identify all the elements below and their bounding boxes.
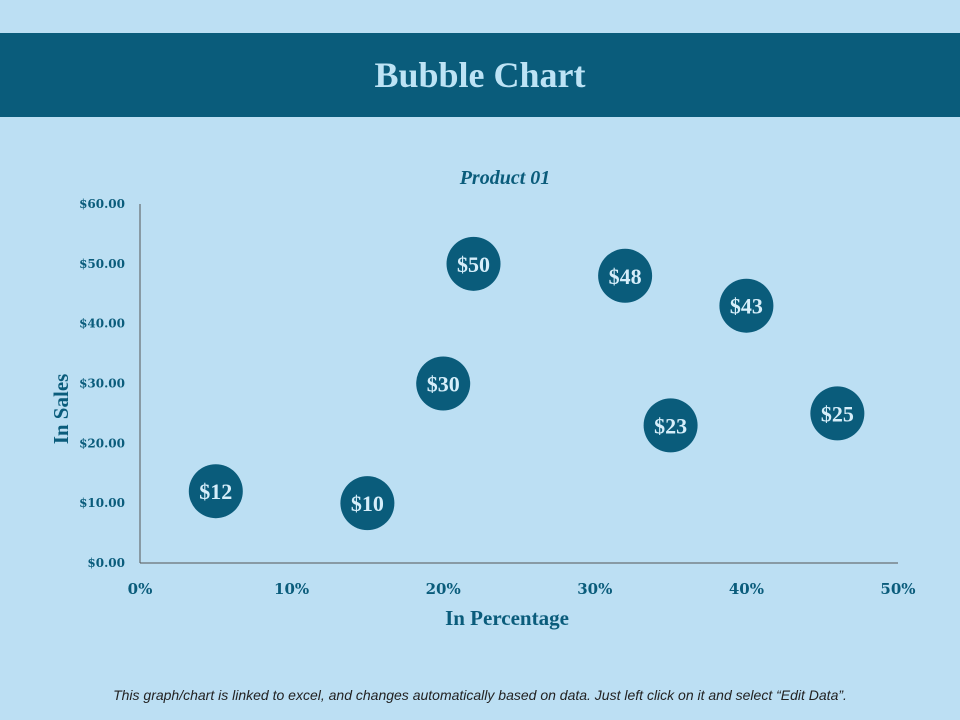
y-tick-label: $20.00 [79, 436, 125, 450]
y-tick-label: $30.00 [79, 377, 125, 391]
bubble-label: $43 [730, 294, 763, 319]
y-axis-title: In Sales [49, 374, 73, 445]
y-tick-label: $40.00 [79, 317, 125, 331]
footer-note: This graph/chart is linked to excel, and… [113, 687, 847, 703]
title-banner: Bubble Chart [0, 33, 960, 117]
x-tick-label: 40% [729, 580, 764, 598]
x-tick-label: 20% [426, 580, 461, 598]
y-tick-label: $50.00 [79, 257, 125, 271]
bubble[interactable] [719, 278, 774, 333]
y-tick-label: $10.00 [79, 496, 125, 510]
x-tick-label: 10% [274, 580, 309, 598]
x-axis-title: In Percentage [445, 606, 569, 630]
x-tick-label: 30% [577, 580, 612, 598]
y-tick-label: $0.00 [87, 556, 125, 570]
bubble-label: $25 [821, 401, 854, 426]
bubble-label: $23 [654, 413, 687, 438]
bubble[interactable] [446, 236, 501, 291]
y-tick-label: $60.00 [79, 197, 125, 211]
bubble[interactable] [340, 476, 395, 531]
bubble[interactable] [416, 356, 471, 411]
bubble-label: $48 [609, 264, 642, 289]
x-tick-label: 0% [128, 580, 153, 598]
chart-title: Product 01 [459, 167, 551, 189]
x-tick-label: 50% [880, 580, 915, 598]
bubble-label: $10 [351, 491, 384, 516]
bubble-label: $12 [199, 479, 232, 504]
bubble[interactable] [188, 464, 243, 519]
bubble-label: $30 [427, 372, 460, 397]
page-title: Bubble Chart [374, 55, 586, 95]
bubble[interactable] [598, 248, 653, 303]
bubble[interactable] [810, 386, 865, 441]
bubble-label: $50 [457, 252, 490, 277]
bubble[interactable] [643, 398, 698, 453]
